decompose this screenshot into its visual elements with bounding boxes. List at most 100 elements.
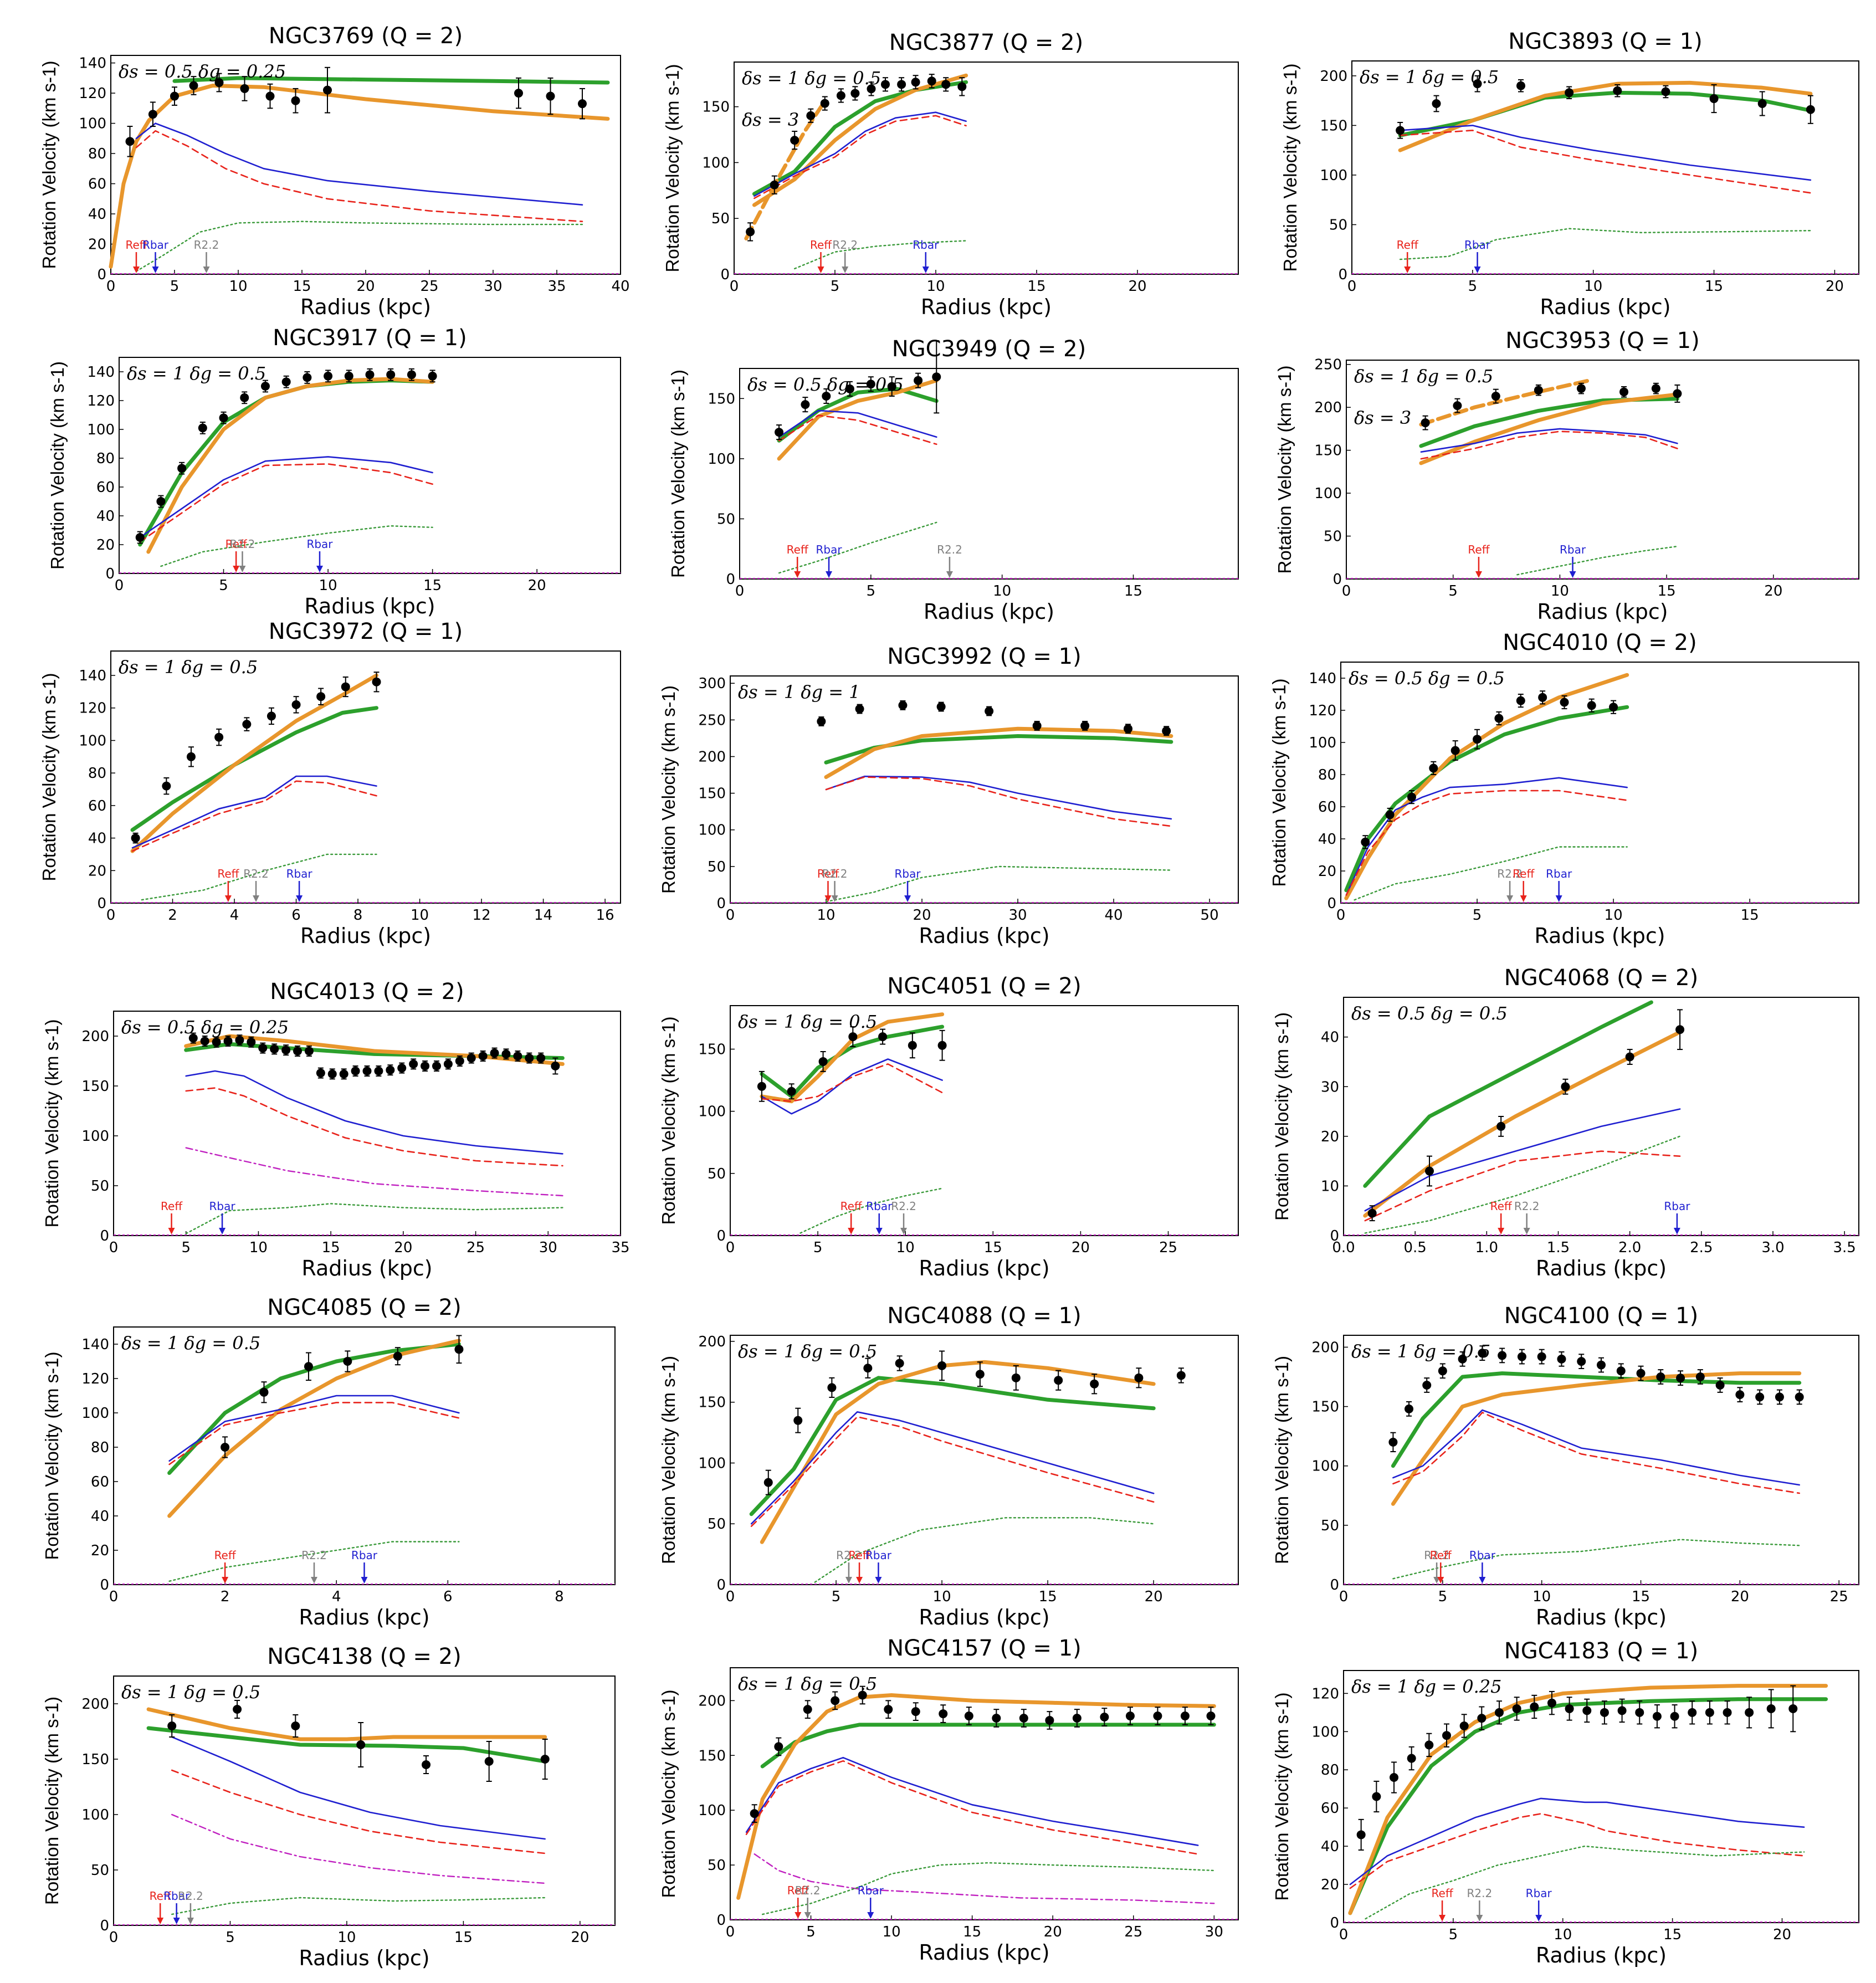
- marker-arrow-head: [875, 1577, 882, 1584]
- chart-title: NGC3953 (Q = 1): [1505, 328, 1699, 353]
- series-line-blue: [1392, 1409, 1800, 1486]
- data-point: [351, 1067, 360, 1075]
- chart-panel-3: NGC3893 (Q = 1) Radius (kpc) Rotation Velo…: [1280, 29, 1859, 319]
- x-tick-label: 15: [1039, 1589, 1057, 1605]
- series-line-red: [754, 115, 967, 199]
- data-point: [1356, 1830, 1366, 1839]
- y-tick-label: 20: [1318, 863, 1336, 880]
- data-point: [848, 1032, 858, 1042]
- data-point: [1019, 1714, 1028, 1723]
- chart-panel-5: NGC3949 (Q = 2) Radius (kpc) Rotation Velo…: [668, 336, 1239, 624]
- series-line-blue: [1345, 777, 1628, 896]
- data-point: [409, 1059, 418, 1069]
- y-tick-label: 40: [96, 508, 115, 525]
- marker-arrow-head: [848, 1228, 855, 1234]
- y-axis-label: Rotation Velocity (km s-1): [1280, 64, 1300, 272]
- y-tick-label: 100: [1314, 485, 1342, 502]
- series-line-green: [824, 734, 1173, 765]
- data-point: [242, 720, 252, 729]
- delta-annotation: δs = 1 δg = 0.5: [1354, 366, 1493, 387]
- data-point: [303, 373, 312, 382]
- series-line-orange: [736, 1693, 1216, 1900]
- data-point: [454, 1345, 464, 1354]
- data-point: [1517, 1352, 1526, 1361]
- data-point: [1491, 392, 1500, 401]
- y-tick-label: 10: [1321, 1178, 1339, 1195]
- chart-panel-16: NGC4138 (Q = 2) Radius (kpc) Rotation Velo…: [42, 1644, 616, 1970]
- data-point: [1675, 1025, 1685, 1034]
- series-line-dgreen: [814, 1517, 1155, 1583]
- marker-label: R2.2: [194, 238, 219, 252]
- x-tick-label: 0: [115, 577, 124, 594]
- series-line-blue: [745, 1756, 1199, 1846]
- series-line-orange: [1398, 80, 1813, 152]
- data-point: [957, 82, 967, 91]
- data-point: [260, 382, 270, 391]
- series-line-blue: [139, 456, 433, 539]
- x-tick-label: 0: [109, 1589, 119, 1605]
- x-tick-label: 10: [411, 907, 429, 924]
- y-tick-label: 0: [1332, 571, 1342, 588]
- data-point: [189, 81, 198, 90]
- plot-frame: [119, 357, 621, 574]
- x-tick-label: 8: [555, 1589, 564, 1605]
- data-point: [763, 1478, 773, 1487]
- chart-title: NGC4183 (Q = 1): [1504, 1638, 1698, 1664]
- data-point: [964, 1712, 973, 1721]
- x-tick-label: 10: [229, 278, 247, 295]
- data-point: [546, 91, 555, 101]
- x-tick-label: 1.0: [1475, 1239, 1498, 1256]
- data-point: [1619, 387, 1629, 397]
- data-point: [1011, 1373, 1021, 1382]
- x-tick-label: 5: [813, 1239, 823, 1256]
- series-line-blue: [825, 775, 1172, 820]
- data-point: [1125, 1712, 1135, 1721]
- x-tick-label: 15: [423, 577, 442, 594]
- data-point: [1450, 746, 1460, 755]
- marker-label: Rbar: [1464, 238, 1491, 252]
- data-point: [1537, 1352, 1546, 1361]
- x-tick-label: 5: [832, 1589, 841, 1605]
- data-point: [186, 752, 196, 761]
- series-line-orange: [1419, 392, 1679, 465]
- series-line-red: [135, 130, 583, 223]
- plot-frame: [734, 62, 1239, 275]
- x-tick-label: 20: [913, 907, 931, 924]
- y-tick-label: 50: [708, 1516, 726, 1533]
- x-tick-label: 20: [1773, 1926, 1791, 1943]
- data-point: [135, 533, 145, 542]
- data-point: [1735, 1390, 1745, 1400]
- series-line-blue: [1364, 1108, 1681, 1212]
- plot-frame: [113, 1675, 616, 1926]
- series-line-orange: [760, 1360, 1156, 1544]
- data-point: [344, 371, 353, 381]
- data-point: [878, 1032, 888, 1042]
- data-point: [1670, 1712, 1679, 1721]
- marker-label: Reff: [214, 1549, 237, 1562]
- x-tick-label: 10: [319, 577, 337, 594]
- y-axis-label: Rotation Velocity (km s-1): [42, 1697, 62, 1905]
- x-tick-label: 35: [547, 278, 566, 295]
- data-point: [514, 89, 523, 98]
- delta-annotation: δs = 1 δg = 0.5: [1351, 1341, 1490, 1362]
- series-line-red: [750, 1416, 1155, 1527]
- data-point: [801, 400, 810, 409]
- data-point: [939, 1709, 948, 1719]
- y-axis-label: Rotation Velocity (km s-1): [1272, 1693, 1292, 1901]
- y-tick-label: 80: [1318, 767, 1336, 783]
- series-line-red: [745, 1760, 1199, 1855]
- data-point: [1388, 1437, 1398, 1447]
- y-tick-label: 120: [79, 700, 106, 717]
- data-point: [125, 137, 135, 146]
- marker-label: Rbar: [351, 1549, 378, 1562]
- data-point: [1561, 1082, 1570, 1092]
- data-point: [266, 711, 276, 721]
- x-tick-label: 2.0: [1618, 1239, 1641, 1256]
- y-tick-label: 80: [91, 1439, 109, 1456]
- y-axis-label: Rotation Velocity (km s-1): [658, 1356, 679, 1564]
- y-tick-label: 50: [91, 1862, 109, 1879]
- x-axis-label: Radius (kpc): [300, 295, 431, 319]
- marker-arrow-head: [1479, 1577, 1486, 1584]
- chart-panel-8: NGC3992 (Q = 1) Radius (kpc) Rotation Velo…: [658, 644, 1239, 948]
- data-point: [1473, 735, 1482, 744]
